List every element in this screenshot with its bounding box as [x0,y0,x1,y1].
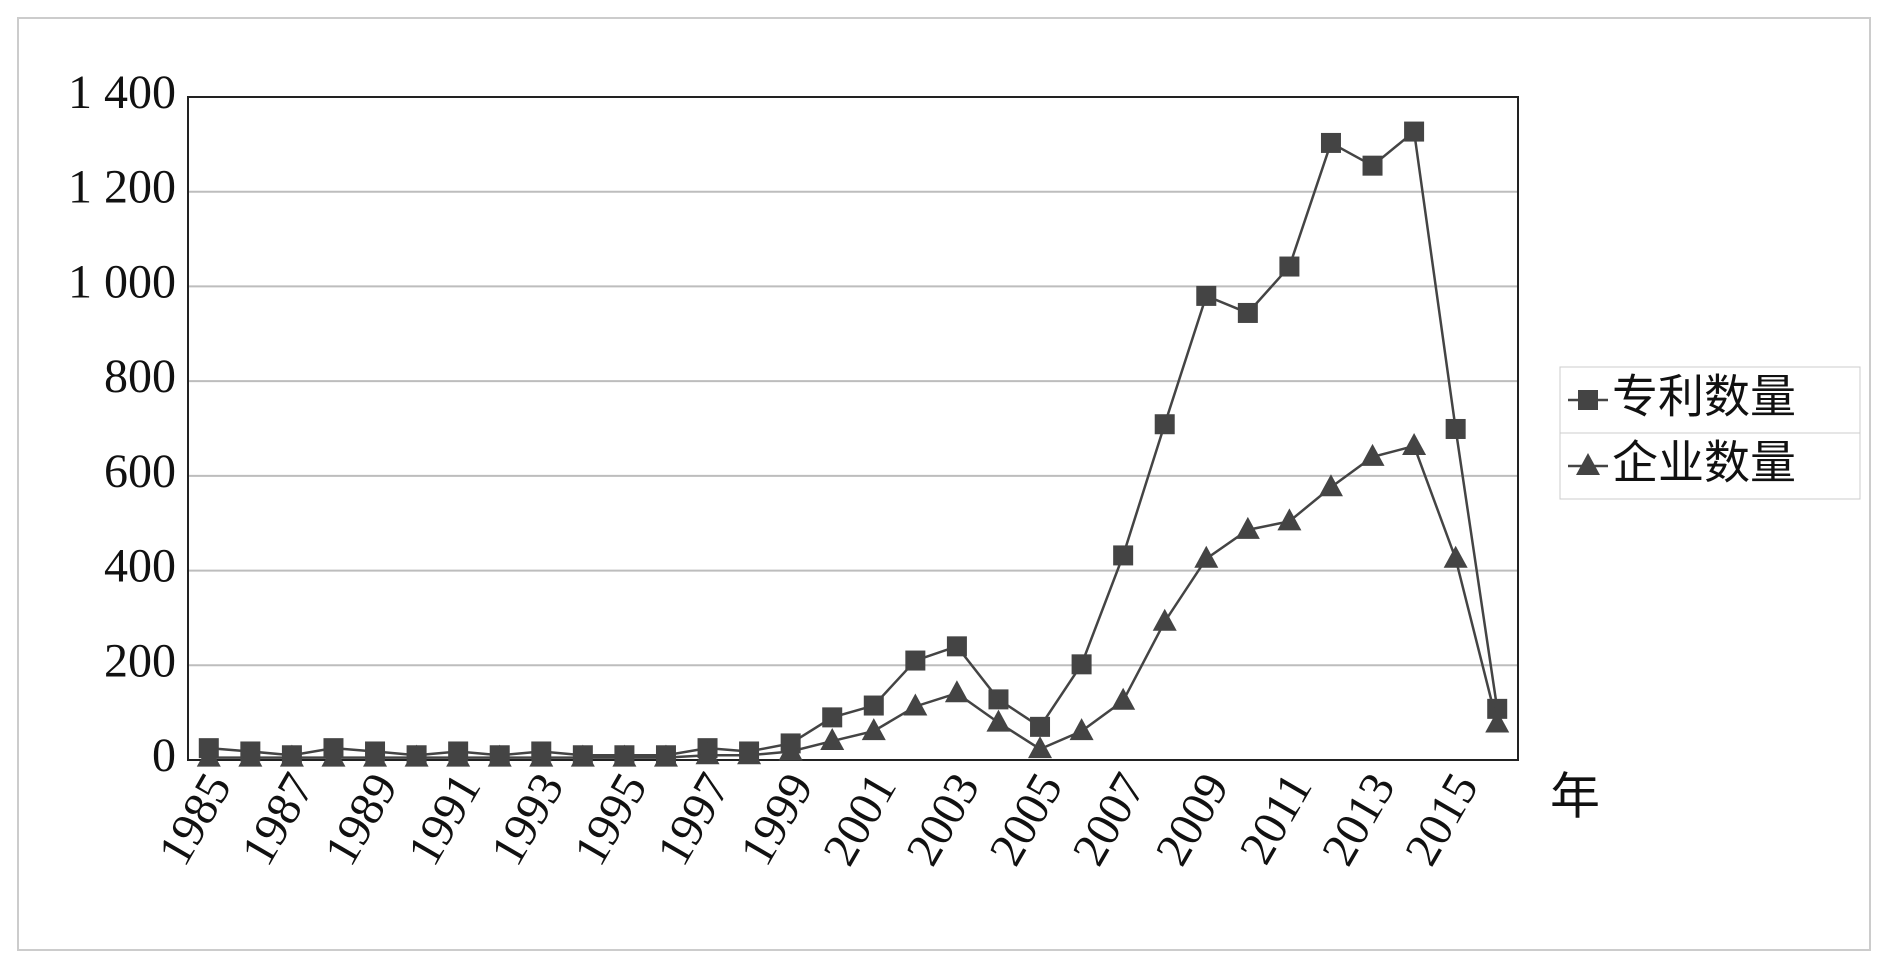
marker-square [1237,302,1258,323]
y-tick-label: 1 200 [68,161,176,214]
marker-triangle [446,744,471,767]
marker-triangle [1069,718,1094,741]
marker-triangle [903,693,928,716]
legend-label: 专利数量 [1612,370,1796,424]
marker-triangle [196,744,221,767]
x-tick-label: 1997 [647,765,741,875]
marker-triangle [1402,433,1427,456]
marker-square [988,689,1009,710]
x-tick-label: 2011 [1229,765,1322,873]
x-tick-label: 2001 [813,765,907,875]
marker-triangle [653,744,678,767]
marker-triangle [944,680,969,703]
marker-square [1279,256,1300,277]
marker-triangle [1277,508,1302,531]
y-tick-label: 800 [104,350,176,403]
marker-triangle [1194,545,1219,568]
marker-triangle [1576,453,1600,475]
y-tick-label: 200 [104,634,176,687]
marker-triangle [1235,516,1260,539]
marker-square [946,636,967,657]
marker-square [1196,285,1217,306]
marker-triangle [1028,736,1053,759]
marker-triangle [778,738,803,761]
marker-square [1071,654,1092,675]
marker-triangle [1443,545,1468,568]
marker-square [1030,716,1051,737]
y-tick-label: 1 400 [68,66,176,119]
marker-triangle [279,744,304,767]
marker-triangle [321,744,346,767]
marker-triangle [529,744,554,767]
marker-triangle [1318,474,1343,497]
marker-triangle [986,709,1011,732]
y-tick-label: 400 [104,540,176,593]
x-tick-label: 2009 [1145,765,1239,875]
marker-triangle [1485,710,1510,733]
marker-square [863,695,884,716]
series-line [208,129,1499,757]
x-tick-label: 2003 [896,765,990,875]
marker-triangle [487,744,512,767]
marker-square [905,650,926,671]
marker-square [1445,418,1466,439]
marker-triangle [861,718,886,741]
marker-triangle [1360,443,1385,466]
y-tick-label: 0 [152,729,176,782]
marker-square [1154,414,1175,435]
marker-triangle [1111,687,1136,710]
marker-square [822,707,843,728]
x-tick-label: 2007 [1062,765,1156,875]
legend-label: 企业数量 [1612,436,1796,490]
marker-square [1404,121,1425,142]
x-tick-label: 1987 [231,765,325,875]
marker-triangle [404,744,429,767]
marker-square [1320,132,1341,153]
marker-square [1578,390,1598,410]
x-tick-label: 1999 [730,765,824,875]
x-tick-label: 1995 [564,765,658,875]
legend-box [1559,432,1861,500]
marker-triangle [238,744,263,767]
marker-triangle [820,728,845,751]
marker-triangle [612,744,637,767]
marker-triangle [1152,608,1177,631]
x-tick-label: 2005 [979,765,1073,875]
marker-triangle [737,742,762,765]
marker-triangle [570,744,595,767]
marker-square [1362,155,1383,176]
marker-triangle [695,742,720,765]
marker-square [1113,545,1134,566]
x-axis-label: 年 [1550,768,1600,826]
x-tick-label: 2015 [1395,765,1489,875]
y-tick-label: 600 [104,445,176,498]
y-tick-label: 1 000 [68,255,176,308]
x-tick-label: 1991 [397,765,491,875]
x-tick-label: 1993 [480,765,574,875]
marker-triangle [363,744,388,767]
plot-border [187,96,1519,761]
x-tick-label: 2013 [1312,765,1406,875]
frame [17,17,1871,951]
x-tick-label: 1989 [314,765,408,875]
